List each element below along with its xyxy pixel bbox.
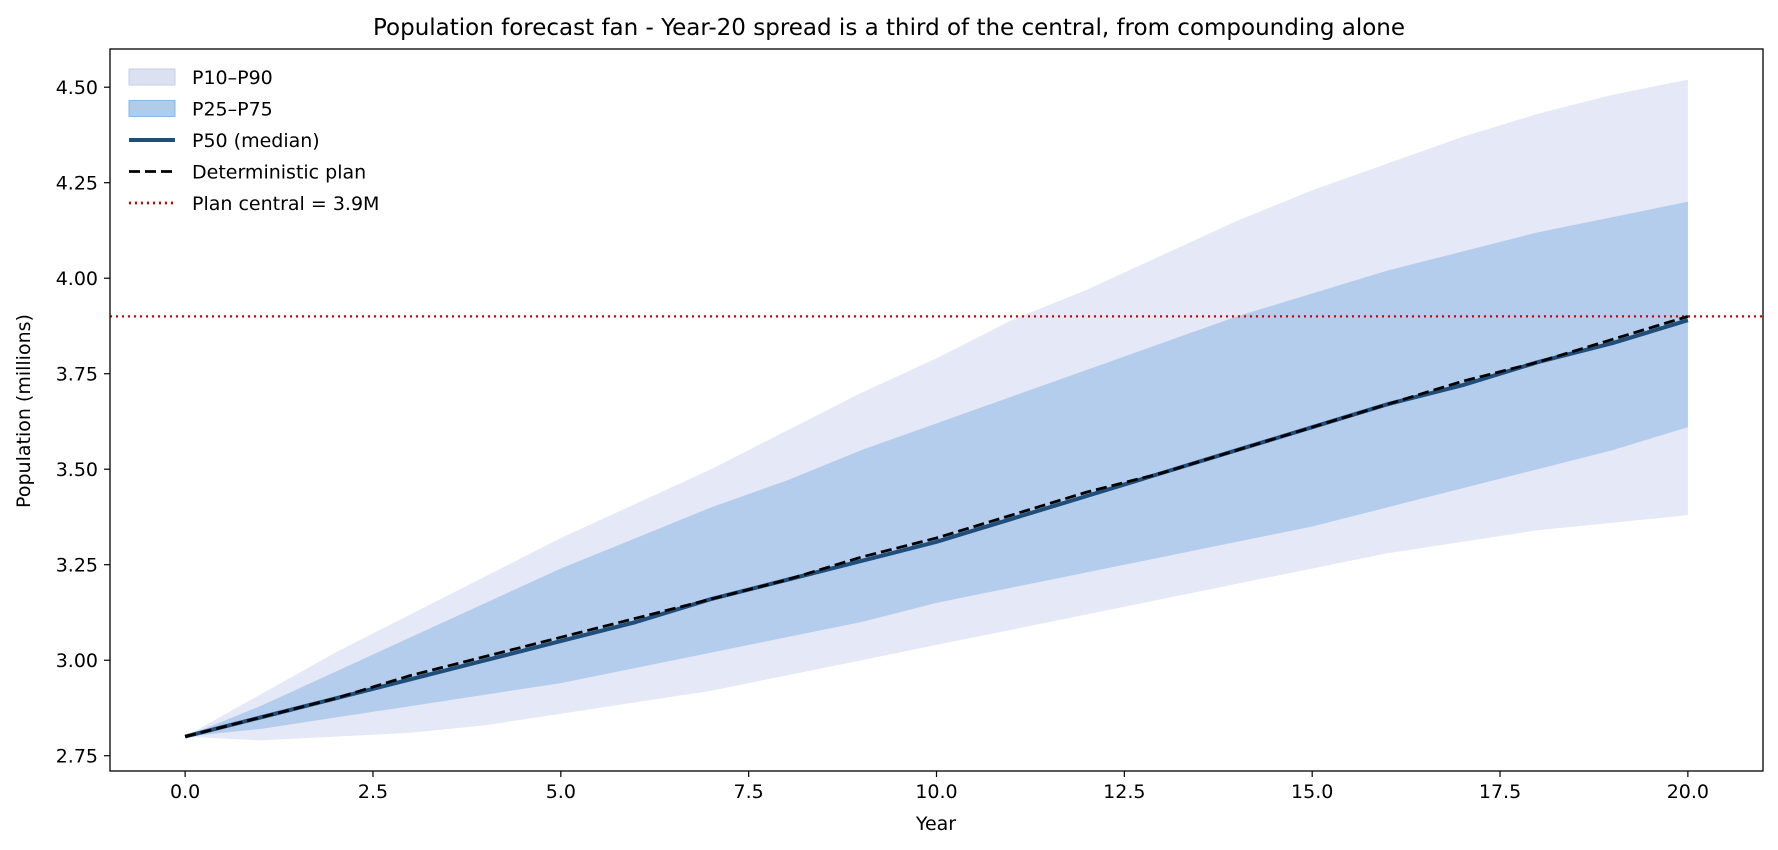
x-axis-label: Year — [915, 813, 956, 835]
legend-label: P25–P75 — [192, 99, 273, 121]
legend: P10–P90 P25–P75 P50 (median) Deterministic … — [128, 67, 379, 215]
chart-title: Population forecast fan - Year-20 spread… — [373, 15, 1405, 41]
y-axis-label: Population (millions) — [13, 314, 35, 508]
legend-swatch — [128, 100, 176, 117]
y-tick-label: 3.75 — [56, 364, 98, 386]
line-series-3 — [184, 315, 1689, 738]
x-tick-label: 2.5 — [358, 781, 388, 803]
x-tick-label: 5.0 — [546, 781, 576, 803]
y-tick-label: 2.75 — [56, 746, 98, 768]
legend-swatch — [128, 68, 176, 86]
line-series-2 — [184, 318, 1689, 739]
x-tick-label: 17.5 — [1479, 781, 1521, 803]
y-tick-label: 4.50 — [56, 77, 98, 99]
legend-label: P10–P90 — [192, 67, 273, 89]
y-tick-label: 3.00 — [56, 650, 98, 672]
x-tick-label: 7.5 — [734, 781, 764, 803]
x-axis: 0.0 2.5 5.0 7.5 10.0 12.5 15.0 17.5 20.0 — [170, 771, 1709, 803]
legend-label: Plan central = 3.9M — [192, 193, 379, 215]
x-tick-label: 10.0 — [915, 781, 957, 803]
x-tick-label: 12.5 — [1103, 781, 1145, 803]
plot-area — [110, 79, 1763, 741]
x-tick-label: 0.0 — [170, 781, 200, 803]
y-tick-label: 3.50 — [56, 459, 98, 481]
legend-label: P50 (median) — [192, 130, 320, 152]
y-tick-label: 4.25 — [56, 173, 98, 195]
legend-label: Deterministic plan — [192, 162, 366, 184]
y-axis: 2.75 3.00 3.25 3.50 3.75 4.00 4.25 4.50 — [56, 77, 110, 768]
band-series-1 — [185, 201, 1688, 737]
y-tick-label: 4.00 — [56, 268, 98, 290]
y-tick-label: 3.25 — [56, 555, 98, 577]
x-tick-label: 20.0 — [1667, 781, 1709, 803]
x-tick-label: 15.0 — [1291, 781, 1333, 803]
